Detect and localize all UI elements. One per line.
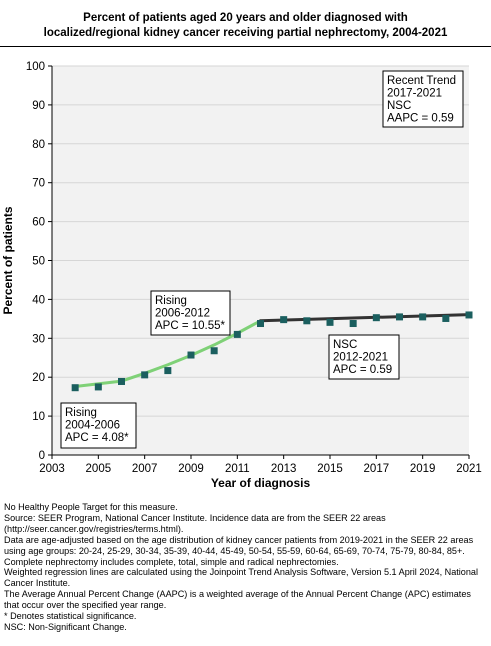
annotation-text: NSC: [387, 100, 411, 112]
data-point: [210, 347, 218, 355]
annotation-text: AAPC = 0.59: [387, 113, 454, 125]
annotation-text: 2004-2006: [65, 420, 120, 432]
y-tick-label: 0: [39, 450, 45, 462]
y-tick-label: 20: [32, 372, 45, 384]
y-tick-label: 90: [32, 100, 45, 112]
line-chart: 0 10 20 30 40 50 60 70 80 90 100 2003 2005 2007 2009 20…: [1, 61, 482, 490]
annotation-text: Rising: [65, 407, 97, 419]
x-tick-label: 2003: [39, 463, 65, 475]
data-point: [280, 316, 288, 324]
chart-title-line: Percent of patients aged 20 years and ol…: [83, 12, 408, 24]
data-point: [326, 318, 334, 326]
y-axis-label: Percent of patients: [1, 206, 15, 314]
data-point: [372, 314, 380, 322]
chart-title: Percent of patients aged 20 years and ol…: [0, 11, 491, 41]
data-point: [141, 371, 149, 379]
y-tick-label: 50: [32, 256, 45, 268]
x-tick-label: 2007: [132, 463, 158, 475]
data-point: [303, 317, 311, 325]
x-tick-label: 2013: [271, 463, 297, 475]
x-tick-label: 2011: [225, 463, 250, 475]
annotation-text: Rising: [155, 295, 187, 307]
data-point: [257, 320, 264, 328]
data-point: [442, 314, 450, 322]
annotation-text: NSC: [333, 339, 357, 351]
x-tick-label: 2019: [410, 463, 436, 475]
footnote: NSC: Non-Significant Change.: [4, 621, 127, 632]
annotation-frame: [150, 290, 231, 336]
footnote: Weighted regression lines are calculated…: [4, 567, 478, 589]
y-tick-label: 70: [32, 178, 45, 190]
data-point: [187, 351, 195, 359]
y-tick-label: 40: [32, 294, 45, 306]
x-axis-label: Year of diagnosis: [211, 476, 311, 490]
data-point: [71, 384, 79, 392]
footnote: The Average Annual Percent Change (AAPC)…: [4, 589, 471, 611]
annotation-text: 2006-2012: [155, 308, 210, 320]
x-tick-label: 2017: [364, 463, 390, 475]
footnotes: No Healthy People Target for this measur…: [4, 502, 488, 633]
y-tick-label: 10: [32, 411, 45, 423]
data-point: [94, 383, 102, 391]
annotation-frame: [382, 70, 464, 128]
title-divider: [0, 46, 491, 47]
footnote: Complete nephrectomy includes complete, …: [4, 556, 339, 567]
annotation-frame: [328, 334, 400, 380]
annotation-frame: [60, 402, 137, 449]
chart-title-line: localized/regional kidney cancer receivi…: [43, 27, 448, 39]
data-point: [396, 313, 403, 321]
data-point: [419, 313, 427, 321]
trend-line: [259, 313, 471, 323]
data-point: [465, 311, 473, 319]
footnote: Source: SEER Program, National Cancer In…: [4, 512, 386, 534]
data-point: [164, 367, 172, 375]
x-tick-label: 2005: [86, 463, 112, 475]
footnote: No Healthy People Target for this measur…: [4, 502, 178, 512]
y-tick-label: 80: [32, 139, 45, 151]
annotation-text: Recent Trend: [387, 75, 456, 87]
data-point: [118, 377, 125, 385]
data-point: [349, 320, 357, 328]
annotation-text: APC = 4.08*: [65, 432, 129, 444]
footnote: * Denotes statistical significance.: [4, 611, 137, 622]
x-tick-label: 2015: [317, 463, 343, 475]
x-tick-label: 2021: [456, 463, 482, 475]
y-tick-label: 100: [26, 61, 45, 73]
footnote: Data are age-adjusted based on the age d…: [4, 534, 474, 556]
annotation-text: 2017-2021: [387, 88, 442, 100]
annotation-text: 2012-2021: [333, 352, 388, 364]
annotation-text: APC = 10.55*: [155, 320, 226, 332]
y-tick-label: 60: [32, 217, 45, 229]
x-tick-label: 2009: [178, 463, 204, 475]
data-point: [233, 330, 241, 338]
annotation-text: APC = 0.59: [333, 364, 392, 376]
y-tick-label: 30: [32, 333, 45, 345]
